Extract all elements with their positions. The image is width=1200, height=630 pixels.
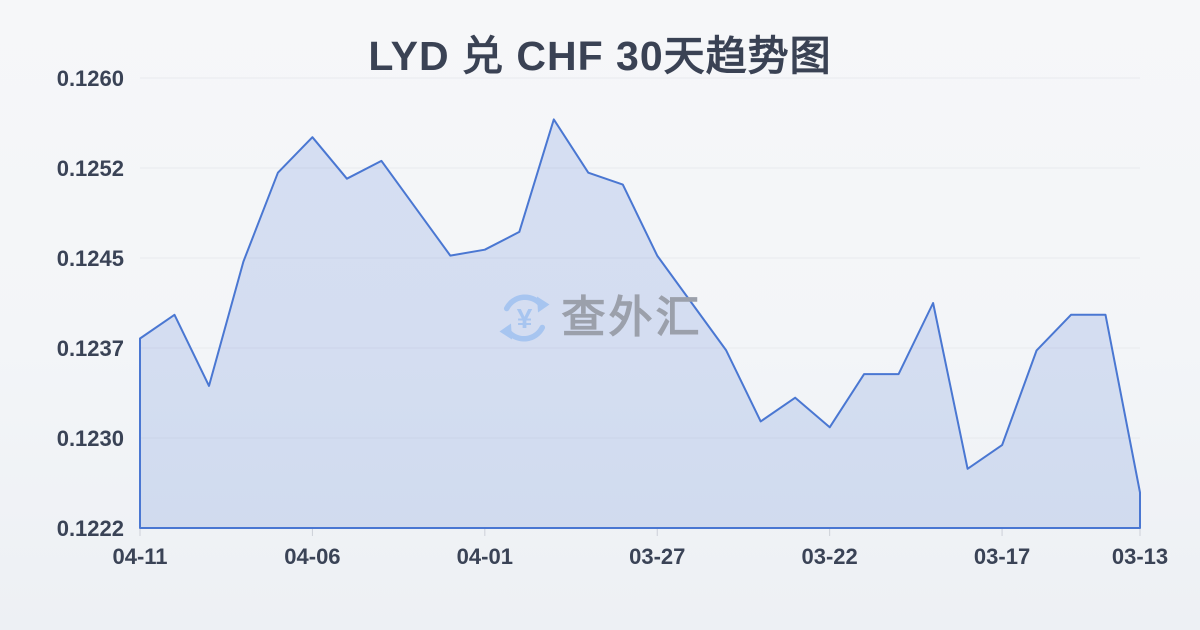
x-axis-label: 04-06 xyxy=(284,544,340,569)
area-series xyxy=(139,118,1141,529)
y-axis-label: 0.1237 xyxy=(57,336,124,361)
y-axis-label: 0.1245 xyxy=(57,246,124,271)
x-axis-label: 03-17 xyxy=(974,544,1030,569)
y-axis-label: 0.1260 xyxy=(57,66,124,91)
x-axis-label: 03-13 xyxy=(1112,544,1168,569)
chart-title: LYD 兑 CHF 30天趋势图 xyxy=(368,33,832,79)
y-axis-label: 0.1222 xyxy=(57,516,124,541)
x-axis-label: 04-11 xyxy=(112,544,167,569)
x-axis-label: 03-22 xyxy=(802,544,858,569)
x-axis-label: 04-01 xyxy=(457,544,513,569)
y-axis-label: 0.1230 xyxy=(57,426,124,451)
y-axis-label: 0.1252 xyxy=(57,156,124,181)
x-axis-label: 03-27 xyxy=(629,544,685,569)
